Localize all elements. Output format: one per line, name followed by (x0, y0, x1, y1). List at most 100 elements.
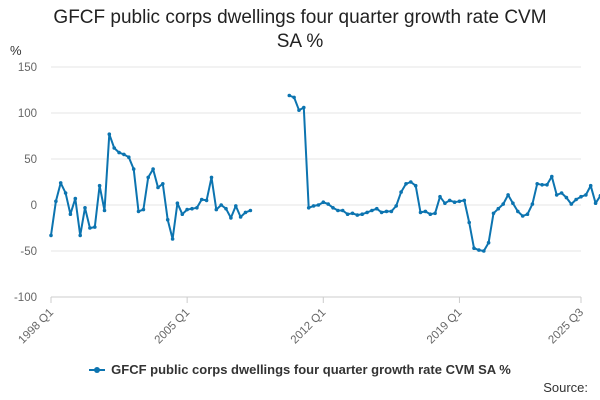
data-point (540, 183, 544, 187)
y-tick-label: 0 (31, 200, 37, 212)
data-point (58, 181, 63, 185)
data-point (112, 146, 116, 150)
y-tick-label: 100 (18, 108, 37, 120)
data-point (97, 183, 102, 188)
data-point (404, 182, 408, 186)
x-tick-label: 2025 Q3 (546, 307, 586, 347)
x-tick-label: 1998 Q1 (16, 307, 56, 347)
data-point (472, 246, 476, 250)
data-point (433, 211, 437, 216)
data-point (438, 194, 442, 199)
data-point (302, 105, 306, 110)
data-point (199, 197, 204, 202)
data-point (102, 208, 107, 213)
axis-layer (50, 297, 582, 303)
data-point (107, 132, 112, 136)
data-point (443, 201, 447, 205)
data-point (331, 206, 335, 210)
y-axis-unit-label: % (10, 43, 22, 58)
data-point (516, 209, 520, 214)
data-point (462, 198, 467, 203)
data-point (482, 249, 486, 253)
series-layer (49, 93, 600, 253)
data-point (336, 208, 340, 213)
legend[interactable]: GFCF public corps dwellings four quarter… (0, 362, 600, 379)
y-tick-label: -50 (20, 246, 37, 258)
series-line (50, 133, 251, 240)
data-point (297, 108, 301, 112)
data-point (345, 212, 350, 216)
data-point (141, 207, 146, 212)
data-point (73, 196, 78, 201)
label-layer: -100 -50 0 50 100 150% 1998 Q1 2005 Q1 2012 Q1 20… (10, 43, 586, 346)
data-point (399, 190, 403, 194)
data-point (375, 206, 379, 211)
data-point (525, 212, 530, 216)
data-point (204, 198, 209, 203)
data-point (569, 202, 574, 206)
data-point (418, 210, 423, 215)
data-point (365, 210, 369, 215)
data-point (413, 183, 418, 188)
data-point (559, 191, 564, 195)
data-point (360, 212, 365, 216)
data-point (234, 204, 238, 208)
x-tick-label: 2012 Q1 (289, 307, 329, 347)
data-point (520, 214, 525, 218)
data-point (292, 95, 296, 100)
data-point (491, 211, 496, 216)
legend-swatch-icon (89, 364, 106, 376)
data-point (477, 248, 481, 252)
data-point (287, 93, 292, 98)
y-tick-label: -100 (14, 292, 37, 304)
data-point (409, 180, 413, 184)
data-point (545, 183, 549, 187)
data-point (117, 150, 121, 155)
data-point (428, 212, 433, 216)
data-point (501, 202, 506, 206)
data-point (593, 201, 598, 205)
data-point (457, 199, 462, 204)
data-point (229, 216, 233, 220)
data-point (165, 217, 170, 222)
data-point (195, 206, 199, 210)
data-point (306, 206, 311, 210)
data-point (554, 193, 559, 197)
data-point (355, 213, 360, 217)
legend-label: GFCF public corps dwellings four quarter… (111, 362, 511, 377)
data-point (68, 212, 73, 216)
x-tick-label: 2005 Q1 (153, 307, 193, 347)
data-point (243, 210, 248, 215)
data-point (584, 193, 588, 197)
data-point (180, 212, 185, 216)
data-point (588, 183, 593, 188)
data-point (423, 209, 428, 214)
data-point (394, 204, 399, 208)
data-point (340, 208, 345, 213)
data-point (326, 202, 331, 206)
data-point (452, 200, 457, 204)
chart-title: GFCF public corps dwellings four quarter… (0, 6, 600, 54)
data-point (209, 175, 214, 180)
data-point (136, 209, 141, 214)
data-point (384, 209, 389, 214)
data-point (49, 233, 53, 238)
data-point (127, 155, 131, 159)
data-point (535, 182, 539, 186)
y-tick-label: 150 (18, 62, 37, 74)
data-point (467, 220, 472, 225)
data-point (370, 208, 374, 213)
data-point (389, 209, 394, 214)
data-point (83, 206, 87, 210)
data-point (78, 233, 82, 238)
grid-layer (51, 66, 581, 298)
source-label: Source: (543, 380, 588, 395)
data-point (321, 200, 326, 204)
data-point (506, 193, 510, 197)
data-point (574, 197, 578, 202)
data-point (170, 237, 175, 241)
data-point (350, 211, 355, 216)
chart-title-line-2: SA % (276, 31, 324, 52)
chart-title-line-1: GFCF public corps dwellings four quarter… (53, 7, 547, 28)
